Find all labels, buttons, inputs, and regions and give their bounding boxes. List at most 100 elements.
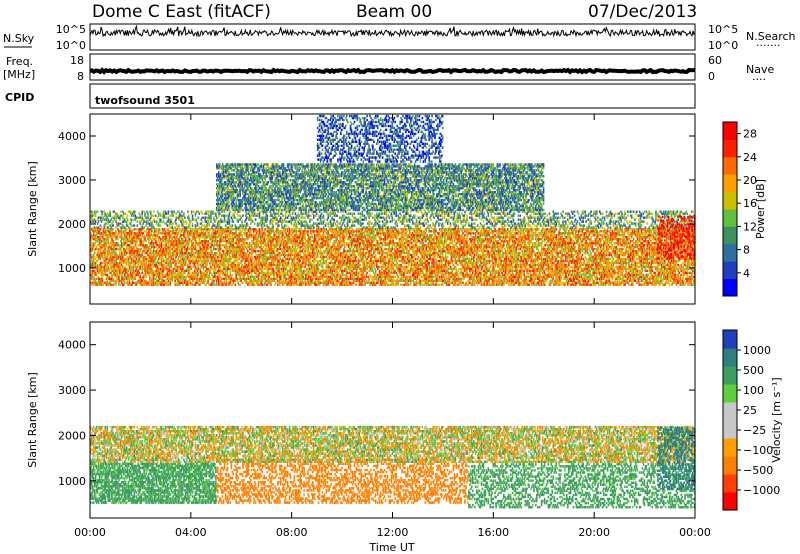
- data-cell: [356, 256, 358, 258]
- data-cell: [254, 284, 256, 286]
- data-cell: [279, 236, 281, 238]
- data-cell: [314, 230, 316, 232]
- data-cell: [213, 280, 215, 282]
- data-cell: [304, 270, 306, 272]
- data-cell: [232, 274, 234, 276]
- data-cell: [110, 284, 112, 286]
- data-cell: [153, 242, 155, 244]
- nsky-label: N.Sky: [3, 32, 35, 45]
- data-cell: [265, 228, 267, 230]
- data-cell: [128, 274, 130, 276]
- data-cell: [140, 248, 142, 250]
- data-cell: [247, 250, 249, 252]
- data-cell: [348, 278, 350, 280]
- data-cell: [149, 276, 151, 278]
- data-cell: [198, 264, 200, 266]
- data-cell: [96, 278, 98, 280]
- data-cell: [220, 244, 222, 246]
- data-cell: [126, 228, 128, 230]
- data-cell: [159, 228, 161, 230]
- data-cell: [182, 252, 184, 254]
- data-cell: [274, 250, 276, 252]
- data-cell: [340, 252, 342, 254]
- data-cell: [258, 250, 260, 252]
- noise-right-tick-top: 10^5: [708, 23, 738, 36]
- nave-tick-top: 60: [708, 54, 722, 67]
- data-cell: [191, 268, 193, 270]
- data-cell: [265, 232, 267, 234]
- date-title: 07/Dec/2013: [588, 2, 697, 22]
- data-cell: [262, 284, 264, 286]
- data-cell: [170, 230, 172, 232]
- data-cell: [239, 284, 241, 286]
- noise-strip: N.Sky 10^5 10^0 10^5 10^0 N.Search ·····…: [3, 23, 796, 52]
- noise-trace: [90, 26, 695, 36]
- data-cell: [347, 272, 349, 274]
- freq-tick-top: 18: [70, 54, 84, 67]
- data-cell: [306, 268, 308, 270]
- data-cell: [193, 242, 195, 244]
- beam-title: Beam 00: [356, 2, 432, 22]
- data-cell: [321, 228, 323, 230]
- data-cell: [257, 230, 259, 232]
- data-cell: [175, 282, 177, 284]
- data-cell: [101, 240, 103, 242]
- data-cell: [302, 266, 304, 268]
- data-cell: [354, 230, 356, 232]
- noise-tick-bottom: 10^0: [56, 39, 86, 52]
- data-cell: [327, 258, 329, 260]
- data-cell: [112, 284, 114, 286]
- data-cell: [122, 276, 124, 278]
- data-cell: [210, 266, 212, 268]
- data-cell: [344, 236, 346, 238]
- noise-tick-top: 10^5: [56, 23, 86, 36]
- data-cell: [302, 282, 304, 284]
- data-cell: [117, 238, 119, 240]
- data-cell: [259, 228, 261, 230]
- nave-tick-bottom: 0: [708, 70, 715, 83]
- data-cell: [132, 230, 134, 232]
- data-cell: [221, 278, 223, 280]
- data-cell: [275, 282, 277, 284]
- data-cell: [252, 258, 254, 260]
- data-cell: [235, 284, 237, 286]
- data-cell: [344, 242, 346, 244]
- data-cell: [211, 250, 213, 252]
- data-cell: [320, 282, 322, 284]
- cpid-value: twofsound 3501: [95, 94, 195, 107]
- data-cell: [356, 260, 358, 262]
- nsearch-dots: ·······: [756, 39, 780, 52]
- data-cell: [292, 254, 294, 256]
- data-cell: [102, 262, 104, 264]
- data-cell: [112, 256, 114, 258]
- data-cell: [145, 256, 147, 258]
- data-cell: [160, 238, 162, 240]
- data-cell: [144, 236, 146, 238]
- data-cell: [189, 238, 191, 240]
- data-cell: [216, 252, 218, 254]
- freq-strip-frame: [90, 54, 695, 80]
- data-cell: [244, 238, 246, 240]
- data-cell: [356, 284, 358, 286]
- data-cell: [127, 252, 129, 254]
- data-cell: [139, 274, 141, 276]
- cpid-strip: CPID twofsound 3501: [5, 84, 695, 108]
- data-cell: [285, 272, 287, 274]
- data-cell: [209, 278, 211, 280]
- data-cell: [142, 268, 144, 270]
- data-cell: [138, 244, 140, 246]
- data-cell: [225, 264, 227, 266]
- data-cell: [227, 258, 229, 260]
- data-cell: [251, 234, 253, 236]
- data-cell: [342, 270, 344, 272]
- data-cell: [342, 278, 344, 280]
- data-cell: [310, 240, 312, 242]
- site-title: Dome C East (fitACF): [92, 2, 271, 22]
- data-cell: [249, 242, 251, 244]
- data-cell: [249, 252, 251, 254]
- freq-unit: [MHz]: [3, 68, 35, 81]
- data-cell: [318, 268, 320, 270]
- nave-dots: ····: [752, 73, 766, 86]
